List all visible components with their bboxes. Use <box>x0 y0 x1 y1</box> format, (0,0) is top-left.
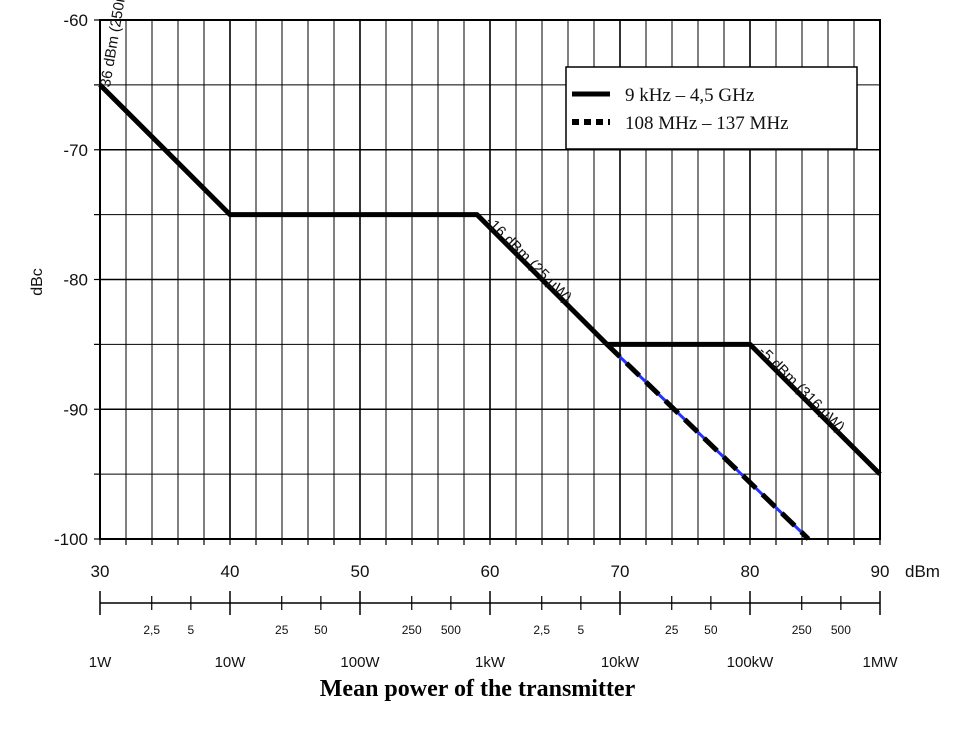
series-1-line <box>98 83 882 476</box>
legend: 9 kHz – 4,5 GHz 108 MHz – 137 MHz <box>565 66 858 150</box>
axes <box>94 19 881 545</box>
x-tick-label: 60 <box>481 562 500 581</box>
x-axis-caption: Mean power of the transmitter <box>319 676 636 702</box>
watt-major-label: 1MW <box>863 654 899 671</box>
watt-minor-label: 2,5 <box>533 623 550 637</box>
watt-minor-label: 50 <box>704 623 718 637</box>
slope-annotation: -36 dBm (250nW) <box>96 0 132 93</box>
y-axis-label: dBc <box>29 268 46 296</box>
series-layer <box>98 83 882 541</box>
x-tick-label: 30 <box>91 562 110 581</box>
watt-axis: 1W 10W 100W 1kW 10kW 100kW 1MW 2,5 5 25 50 250 500 2,… <box>89 591 899 671</box>
watt-minor-label: 250 <box>402 623 422 637</box>
watt-major-label: 1kW <box>475 654 506 671</box>
y-tick-label: -80 <box>63 271 88 290</box>
legend-entry-2: 108 MHz – 137 MHz <box>625 113 789 134</box>
watt-minor-label: 5 <box>578 623 585 637</box>
watt-minor-label: 25 <box>275 623 289 637</box>
x-tick-label: 40 <box>221 562 240 581</box>
watt-major-label: 10W <box>215 654 247 671</box>
watt-minor-label: 2,5 <box>143 623 160 637</box>
watt-minor-label: 5 <box>188 623 195 637</box>
y-tick-label: -60 <box>63 11 88 30</box>
watt-minor-label: 500 <box>441 623 461 637</box>
watt-major-label: 100W <box>340 654 380 671</box>
series-2-line <box>605 342 811 541</box>
watt-major-label: 100kW <box>727 654 775 671</box>
x-unit-label: dBm <box>905 562 940 581</box>
x-tick-labels: 30 40 50 60 70 80 90 <box>91 562 890 581</box>
legend-entry-1: 9 kHz – 4,5 GHz <box>625 85 754 106</box>
annotations: -36 dBm (250nW)-16 dBm (25 µW)-5 dBm (31… <box>96 0 848 436</box>
watt-minor-label: 250 <box>792 623 812 637</box>
x-tick-label: 80 <box>741 562 760 581</box>
y-tick-label: -90 <box>63 400 88 419</box>
y-tick-label: -70 <box>63 141 88 160</box>
watt-major-label: 10kW <box>601 654 640 671</box>
x-tick-label: 90 <box>871 562 890 581</box>
x-tick-label: 70 <box>611 562 630 581</box>
watt-major-label: 1W <box>89 654 112 671</box>
y-tick-labels: -60 -70 -80 -90 -100 <box>54 11 88 549</box>
watt-minor-label: 50 <box>314 623 328 637</box>
x-tick-label: 50 <box>351 562 370 581</box>
slope-annotation: -16 dBm (25 µW) <box>482 213 575 306</box>
y-tick-label: -100 <box>54 530 88 549</box>
watt-minor-label: 25 <box>665 623 679 637</box>
legend-box <box>565 66 858 150</box>
watt-minor-label: 500 <box>831 623 851 637</box>
